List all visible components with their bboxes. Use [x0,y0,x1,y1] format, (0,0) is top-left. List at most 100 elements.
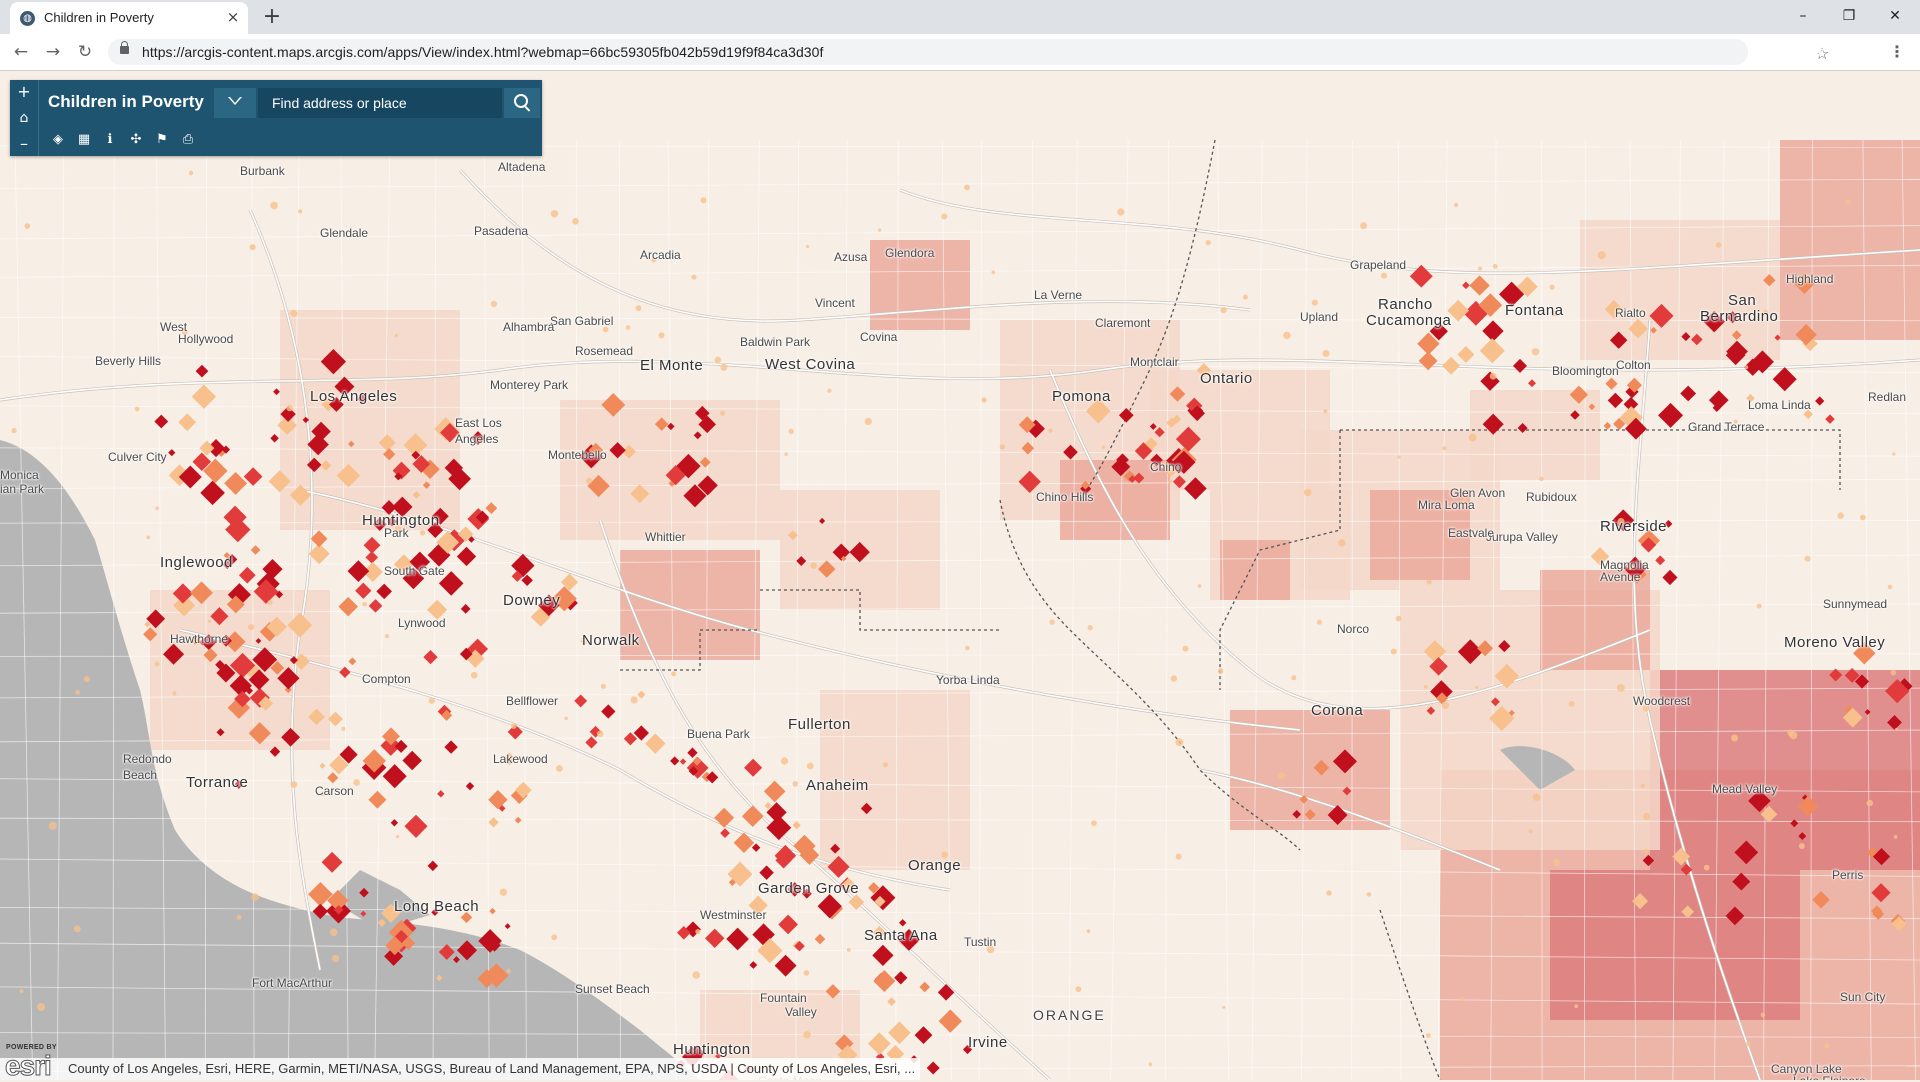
info-icon[interactable]: ℹ [100,130,120,150]
menu-icon[interactable]: ⋮ [1888,43,1906,61]
new-tab-button[interactable]: + [260,5,284,29]
poverty-dot [1454,203,1458,207]
tract-zone [560,400,780,540]
street [1302,140,1308,1080]
home-icon[interactable]: ⌂ [10,106,38,130]
poverty-diamond [759,865,773,879]
basemap-gallery-icon[interactable]: ▦ [74,130,94,150]
poverty-diamond [778,915,798,935]
place-label: Hollywood [178,332,233,346]
place-label: Baldwin Park [740,335,810,349]
profile-icon[interactable]: ● [1856,43,1874,61]
poverty-dot [793,781,799,787]
poverty-dot [1475,686,1478,689]
place-label: Redondo [123,752,172,766]
zoom-in-button[interactable]: + [10,80,38,104]
url-text[interactable]: https://arcgis-content.maps.arcgis.com/a… [142,44,823,60]
poverty-dot [965,646,970,651]
poverty-diamond [1825,414,1834,423]
poverty-dot [1312,300,1318,306]
poverty-dot [1641,784,1645,788]
minimize-button[interactable]: – [1780,4,1826,28]
poverty-dot [1048,429,1052,433]
poverty-diamond [428,861,438,871]
poverty-dot [362,602,367,607]
place-label: Pasadena [474,224,528,238]
poverty-dot [1460,997,1464,1001]
poverty-diamond [601,704,615,718]
layers-icon[interactable]: ◈ [48,130,68,150]
poverty-dot [1198,584,1202,588]
poverty-dot [12,428,17,433]
poverty-dot [237,915,242,920]
place-label: Huntington [673,1041,751,1058]
street [1069,140,1077,1080]
poverty-diamond [764,802,771,809]
place-label: Yorba Linda [936,673,1000,687]
place-label: Long Beach [394,898,479,915]
measure-icon[interactable]: ✣ [126,130,146,150]
poverty-dot [1304,489,1311,496]
back-icon[interactable]: ← [10,41,32,63]
place-label: Garden Grove [758,880,859,897]
poverty-dot [420,530,425,535]
maximize-button[interactable]: ❐ [1826,4,1872,28]
poverty-dot [807,763,814,770]
place-label: Monica [0,468,39,482]
poverty-diamond [1658,403,1683,428]
poverty-diamond [369,599,383,613]
place-label: Highland [1786,272,1833,286]
poverty-diamond [637,691,645,699]
poverty-diamond [1469,275,1489,295]
poverty-dot [1175,738,1183,746]
poverty-dot [491,301,497,307]
poverty-diamond [574,694,587,707]
poverty-dot [964,185,970,191]
esri-logo[interactable]: POWERED BY esri [3,1044,65,1078]
poverty-dot [25,223,31,229]
poverty-dot [1574,1004,1578,1008]
poverty-diamond [726,928,749,951]
browser-tab[interactable]: ◍ Children in Poverty × [10,2,248,34]
place-label: Glendale [320,226,368,240]
poverty-dot [659,332,665,338]
buffer-icon[interactable]: ≡ [1810,43,1828,61]
poverty-diamond [1480,338,1505,363]
poverty-dot [1731,735,1738,742]
poverty-diamond [670,756,679,765]
zoom-out-button[interactable]: – [10,132,38,156]
close-icon[interactable]: × [224,8,242,26]
poverty-diamond [488,790,507,809]
z-extension-icon[interactable]: Z [1746,43,1764,61]
search-source-dropdown[interactable] [214,88,256,118]
poverty-dot [385,634,389,638]
grammarly-icon[interactable]: G [1778,43,1796,61]
poverty-dot [1478,267,1482,271]
close-window-button[interactable]: ✕ [1872,4,1918,28]
search-box [258,88,502,118]
place-label: Lake Elsinore [1793,1074,1866,1080]
place-label: San Gabriel [550,314,613,328]
search-input[interactable] [258,88,506,118]
poverty-dot [865,418,872,425]
place-label: Avenue [1600,570,1640,584]
address-bar[interactable]: https://arcgis-content.maps.arcgis.com/a… [108,39,1748,65]
poverty-dot [1442,702,1449,709]
tract-zone [1650,670,1920,870]
reload-icon[interactable]: ↻ [74,41,96,63]
poverty-dot [1493,264,1498,269]
browser-toolbar: ← → ↻ https://arcgis-content.maps.arcgis… [0,34,1920,71]
tract-zone [1550,870,1800,1020]
forward-icon[interactable]: → [42,41,64,63]
place-label: Loma Linda [1748,398,1811,412]
print-icon[interactable]: ⎙ [178,130,198,150]
poverty-dot [883,762,888,767]
bookmark-icon[interactable]: ⚑ [152,130,172,150]
poverty-diamond [339,667,350,678]
place-label: Torrance [186,774,248,791]
poverty-dot [1895,728,1898,731]
search-button[interactable] [504,88,540,118]
place-label: ian Park [0,482,44,496]
poverty-dot [701,197,707,203]
